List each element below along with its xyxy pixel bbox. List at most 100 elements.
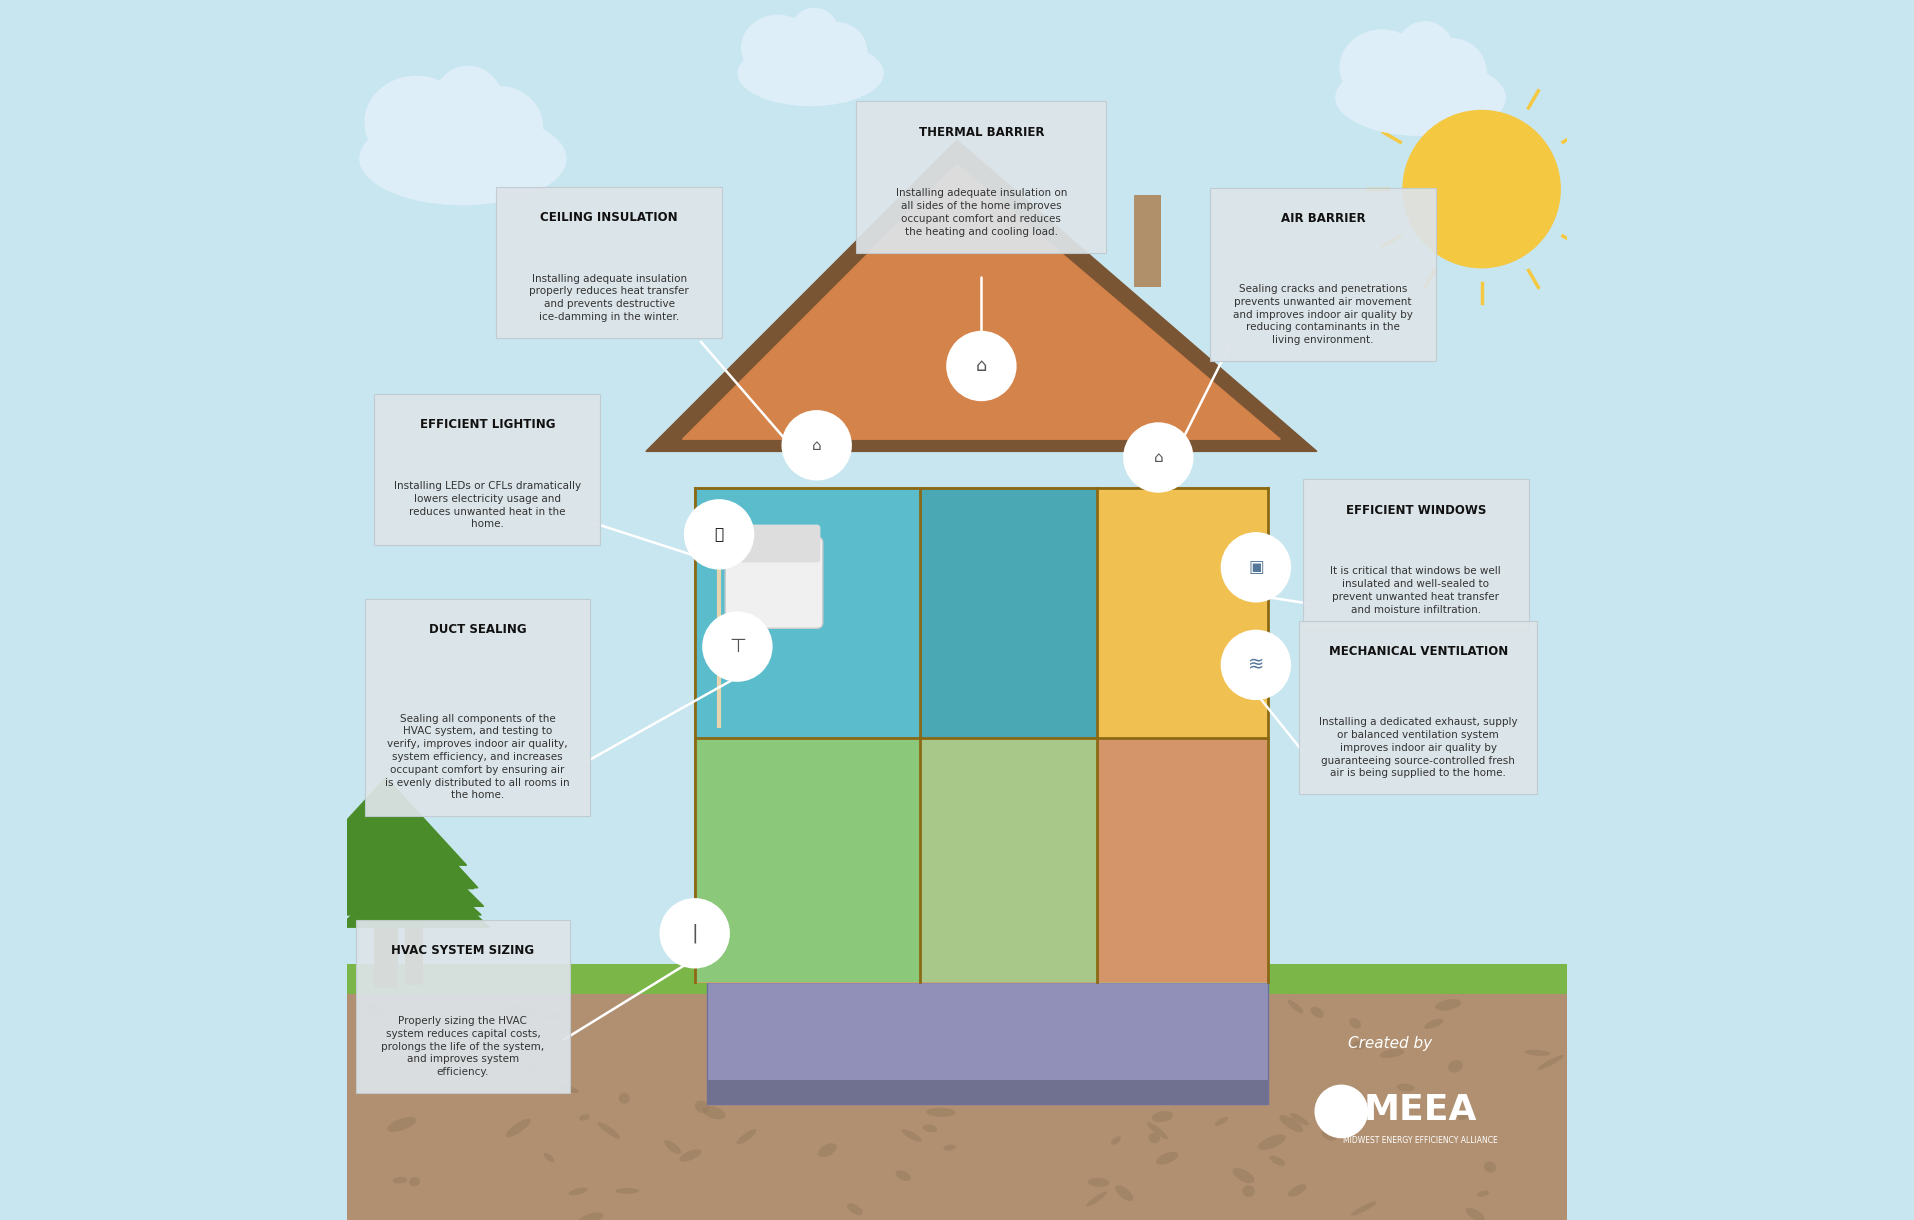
FancyBboxPatch shape [695, 488, 1269, 982]
Ellipse shape [505, 1119, 530, 1137]
Ellipse shape [501, 1003, 526, 1016]
Ellipse shape [1133, 1025, 1152, 1035]
Ellipse shape [926, 1108, 955, 1116]
Ellipse shape [1336, 59, 1506, 135]
Ellipse shape [1152, 1111, 1173, 1122]
Ellipse shape [553, 1083, 580, 1093]
FancyBboxPatch shape [346, 964, 1568, 994]
FancyBboxPatch shape [1097, 488, 1269, 738]
FancyBboxPatch shape [1300, 621, 1537, 794]
Ellipse shape [366, 1003, 383, 1016]
FancyBboxPatch shape [921, 488, 1097, 738]
Ellipse shape [1279, 1115, 1303, 1132]
Ellipse shape [789, 1030, 810, 1046]
Text: MEEA: MEEA [1365, 1093, 1478, 1127]
Ellipse shape [544, 1153, 555, 1163]
Ellipse shape [737, 40, 884, 106]
FancyBboxPatch shape [1303, 479, 1529, 631]
Ellipse shape [1257, 1135, 1286, 1150]
Circle shape [1221, 631, 1290, 699]
Text: MECHANICAL VENTILATION: MECHANICAL VENTILATION [1328, 645, 1508, 659]
Ellipse shape [679, 1149, 701, 1161]
FancyBboxPatch shape [706, 1080, 1269, 1104]
Ellipse shape [1288, 1000, 1303, 1014]
Text: ⌂: ⌂ [812, 438, 821, 453]
Text: DUCT SEALING: DUCT SEALING [429, 623, 526, 637]
FancyBboxPatch shape [366, 599, 590, 816]
Ellipse shape [1133, 1038, 1154, 1049]
Text: THERMAL BARRIER: THERMAL BARRIER [919, 126, 1045, 139]
Polygon shape [683, 165, 1280, 439]
FancyBboxPatch shape [346, 0, 1568, 1061]
FancyBboxPatch shape [856, 101, 1106, 253]
Text: Installing adequate insulation
properly reduces heat transfer
and prevents destr: Installing adequate insulation properly … [530, 273, 689, 322]
Ellipse shape [702, 1107, 725, 1120]
Ellipse shape [387, 1118, 415, 1132]
Polygon shape [645, 140, 1317, 451]
Ellipse shape [848, 1043, 867, 1057]
Text: EFFICIENT LIGHTING: EFFICIENT LIGHTING [419, 418, 555, 432]
Ellipse shape [1055, 1072, 1064, 1082]
Text: ▣: ▣ [1248, 559, 1263, 576]
Ellipse shape [1311, 1006, 1324, 1017]
Ellipse shape [1087, 1177, 1110, 1187]
FancyBboxPatch shape [727, 525, 821, 562]
Ellipse shape [1524, 1050, 1550, 1055]
Ellipse shape [1269, 1155, 1284, 1165]
Ellipse shape [741, 15, 813, 81]
Ellipse shape [848, 1203, 863, 1215]
FancyBboxPatch shape [496, 187, 722, 338]
Ellipse shape [392, 1177, 408, 1183]
Text: ⌂: ⌂ [1154, 450, 1164, 465]
Ellipse shape [1351, 1202, 1376, 1215]
Ellipse shape [614, 1188, 639, 1194]
Ellipse shape [1156, 1152, 1179, 1165]
Circle shape [702, 612, 771, 681]
FancyBboxPatch shape [375, 394, 601, 545]
Ellipse shape [972, 1048, 997, 1057]
Text: MIDWEST ENERGY EFFICIENCY ALLIANCE: MIDWEST ENERGY EFFICIENCY ALLIANCE [1344, 1136, 1499, 1146]
Ellipse shape [1483, 1161, 1497, 1172]
Polygon shape [339, 858, 490, 927]
Ellipse shape [1252, 1038, 1263, 1043]
Ellipse shape [869, 1031, 892, 1043]
FancyBboxPatch shape [1097, 738, 1269, 982]
Text: AIR BARRIER: AIR BARRIER [1280, 212, 1365, 226]
Ellipse shape [806, 22, 867, 81]
FancyBboxPatch shape [406, 927, 423, 986]
Ellipse shape [1116, 1186, 1133, 1202]
Ellipse shape [1009, 1010, 1034, 1019]
Ellipse shape [578, 1213, 603, 1220]
Ellipse shape [1424, 1019, 1443, 1028]
Ellipse shape [1466, 1208, 1485, 1220]
Circle shape [1124, 423, 1192, 492]
Ellipse shape [1148, 1132, 1160, 1143]
Ellipse shape [894, 1035, 909, 1043]
Ellipse shape [1349, 1019, 1361, 1028]
Ellipse shape [597, 1122, 620, 1138]
Ellipse shape [1449, 1060, 1462, 1072]
Ellipse shape [901, 1130, 923, 1142]
Text: Created by: Created by [1347, 1036, 1432, 1050]
Ellipse shape [1087, 1192, 1106, 1207]
Text: |: | [691, 924, 699, 943]
Ellipse shape [1414, 38, 1487, 106]
Ellipse shape [448, 1058, 467, 1064]
Ellipse shape [1317, 1110, 1340, 1125]
Ellipse shape [1436, 999, 1460, 1010]
Ellipse shape [664, 1139, 681, 1154]
Ellipse shape [544, 1013, 567, 1021]
Ellipse shape [1321, 1130, 1336, 1141]
Circle shape [660, 899, 729, 967]
Ellipse shape [1288, 1185, 1307, 1197]
FancyBboxPatch shape [346, 976, 1568, 1220]
Ellipse shape [1187, 1087, 1200, 1098]
Ellipse shape [789, 7, 840, 62]
Circle shape [783, 411, 852, 479]
Circle shape [1403, 110, 1562, 268]
Ellipse shape [1014, 1094, 1030, 1100]
Text: 💡: 💡 [714, 527, 723, 542]
Ellipse shape [1340, 29, 1424, 106]
Text: ≋: ≋ [1248, 655, 1263, 675]
Polygon shape [345, 837, 484, 906]
